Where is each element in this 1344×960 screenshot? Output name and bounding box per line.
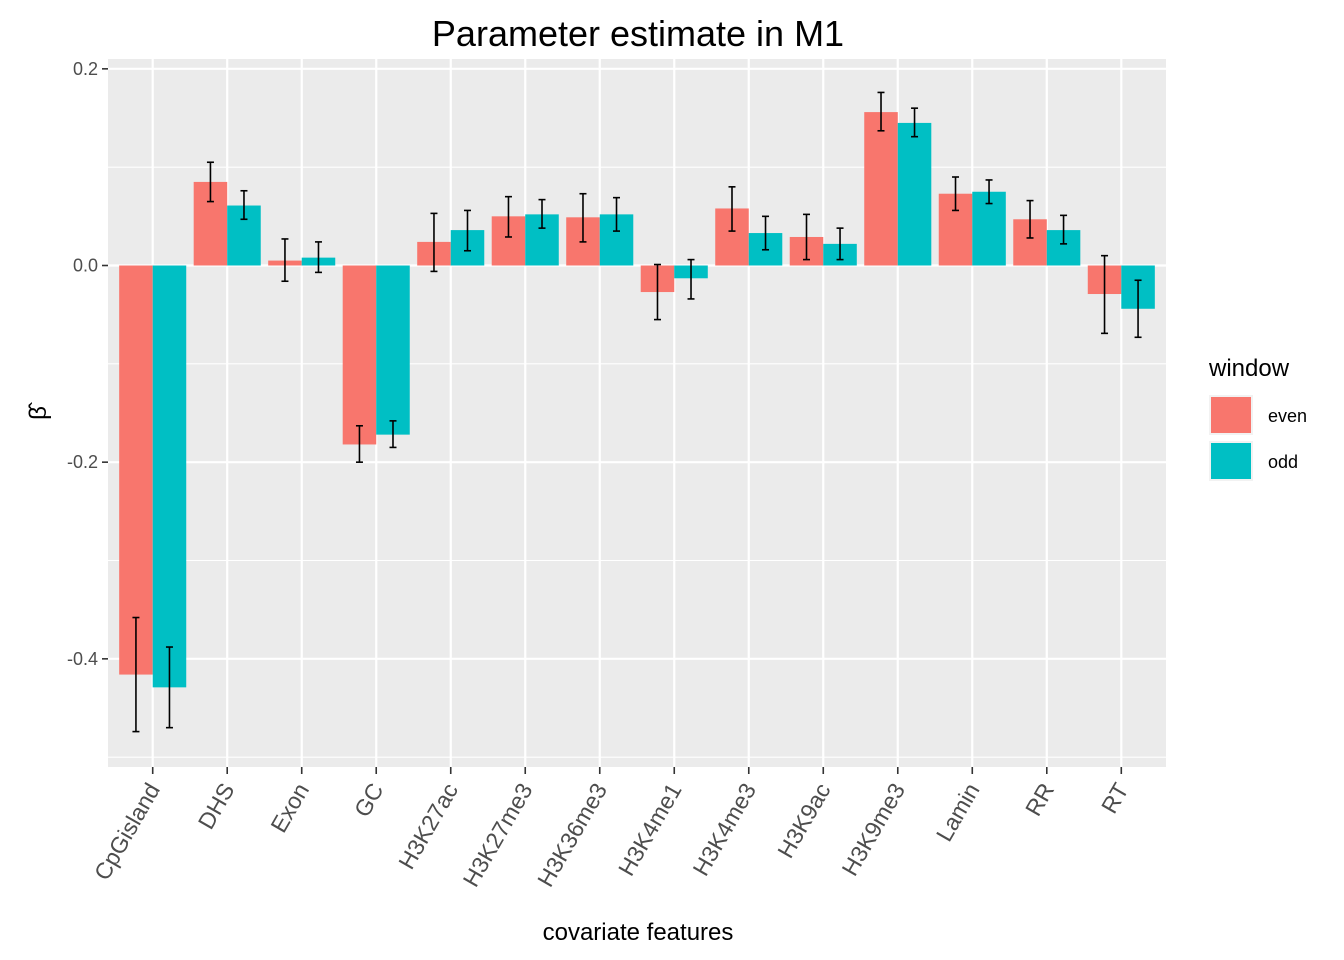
errorbar-odd-DHS	[240, 189, 248, 221]
x-tick-label-Lamin: Lamin	[931, 779, 985, 846]
y-tick-label: -0.2	[67, 452, 98, 472]
x-tick-label-RR: RR	[1020, 779, 1059, 821]
errorbar-even-H3K4me1	[653, 263, 661, 321]
errorbar-odd-Exon	[314, 241, 322, 274]
x-tick-label-H3K27me3: H3K27me3	[458, 779, 538, 892]
errorbar-even-GC	[355, 424, 363, 463]
errorbar-odd-CpGisland	[165, 646, 173, 729]
x-tick-label-H3K27ac: H3K27ac	[393, 779, 463, 874]
legend-label-even: even	[1268, 406, 1307, 426]
x-tick-label-H3K36me3: H3K36me3	[532, 779, 612, 892]
errorbar-odd-H3K4me3	[762, 215, 770, 251]
errorbar-even-H3K9ac	[803, 213, 811, 261]
plot-panel	[108, 59, 1166, 767]
errorbar-even-CpGisland	[132, 616, 140, 733]
errorbar-even-H3K27me3	[504, 195, 512, 238]
y-tick-label: -0.4	[67, 649, 98, 669]
x-tick-label-H3K4me3: H3K4me3	[687, 779, 761, 881]
bars-layer	[119, 112, 1155, 688]
x-tick-label-DHS: DHS	[193, 779, 240, 834]
x-tick-label-RT: RT	[1096, 779, 1134, 818]
x-tick-label-Exon: Exon	[265, 779, 314, 837]
errorbar-odd-RR	[1060, 214, 1068, 245]
errorbar-even-H3K9me3	[877, 91, 885, 132]
legend-key-even	[1211, 397, 1251, 433]
errorbar-even-Exon	[281, 238, 289, 283]
errorbar-odd-H3K9ac	[836, 227, 844, 261]
errorbar-even-DHS	[206, 161, 214, 203]
x-axis-title: covariate features	[543, 919, 734, 946]
legend-label-odd: odd	[1268, 452, 1298, 472]
bar-odd-GC	[376, 265, 410, 435]
x-tick-label-H3K4me1: H3K4me1	[613, 779, 687, 881]
bar-even-H3K9me3	[864, 112, 898, 266]
errorbar-odd-RT	[1134, 279, 1142, 339]
errorbar-odd-Lamin	[985, 179, 993, 205]
errorbar-odd-H3K9me3	[911, 107, 919, 138]
bar-even-GC	[342, 265, 377, 445]
errorbar-odd-GC	[389, 420, 397, 449]
errorbar-even-H3K36me3	[579, 192, 587, 243]
bar-odd-H3K9me3	[897, 122, 932, 266]
errorbar-odd-H3K36me3	[613, 196, 621, 232]
bar-even-CpGisland	[119, 265, 153, 675]
errorbar-even-RT	[1101, 254, 1109, 335]
y-axis: 0.2 0.0 -0.2 -0.4	[67, 59, 108, 669]
legend-title: window	[1208, 355, 1290, 382]
x-tick-label-H3K9ac: H3K9ac	[772, 779, 835, 863]
legend-key-odd	[1211, 443, 1251, 479]
legend: window even odd	[1208, 355, 1307, 481]
errorbar-even-RR	[1026, 199, 1034, 239]
errorbar-even-H3K4me3	[728, 186, 736, 232]
errorbars-layer	[132, 91, 1142, 733]
x-tick-label-GC: GC	[349, 779, 389, 822]
x-tick-label-CpGisland: CpGisland	[89, 779, 165, 885]
errorbar-even-H3K27ac	[430, 212, 438, 273]
minor-gridlines	[108, 166, 1166, 758]
x-axis: CpGisland DHS Exon GC H3K27acH3K27me3H3K36me…	[89, 767, 1134, 891]
errorbar-odd-H3K27me3	[538, 198, 546, 229]
chart-title: Parameter estimate in M1	[432, 13, 844, 54]
y-axis-title: β̂	[25, 402, 52, 420]
x-tick-label-H3K9me3: H3K9me3	[836, 779, 910, 881]
errorbar-odd-H3K4me1	[687, 258, 695, 300]
y-tick-label: 0.2	[73, 59, 98, 79]
errorbar-odd-H3K27ac	[463, 209, 471, 252]
bar-odd-CpGisland	[152, 265, 187, 688]
y-tick-label: 0.0	[73, 256, 98, 276]
errorbar-even-Lamin	[952, 176, 960, 212]
